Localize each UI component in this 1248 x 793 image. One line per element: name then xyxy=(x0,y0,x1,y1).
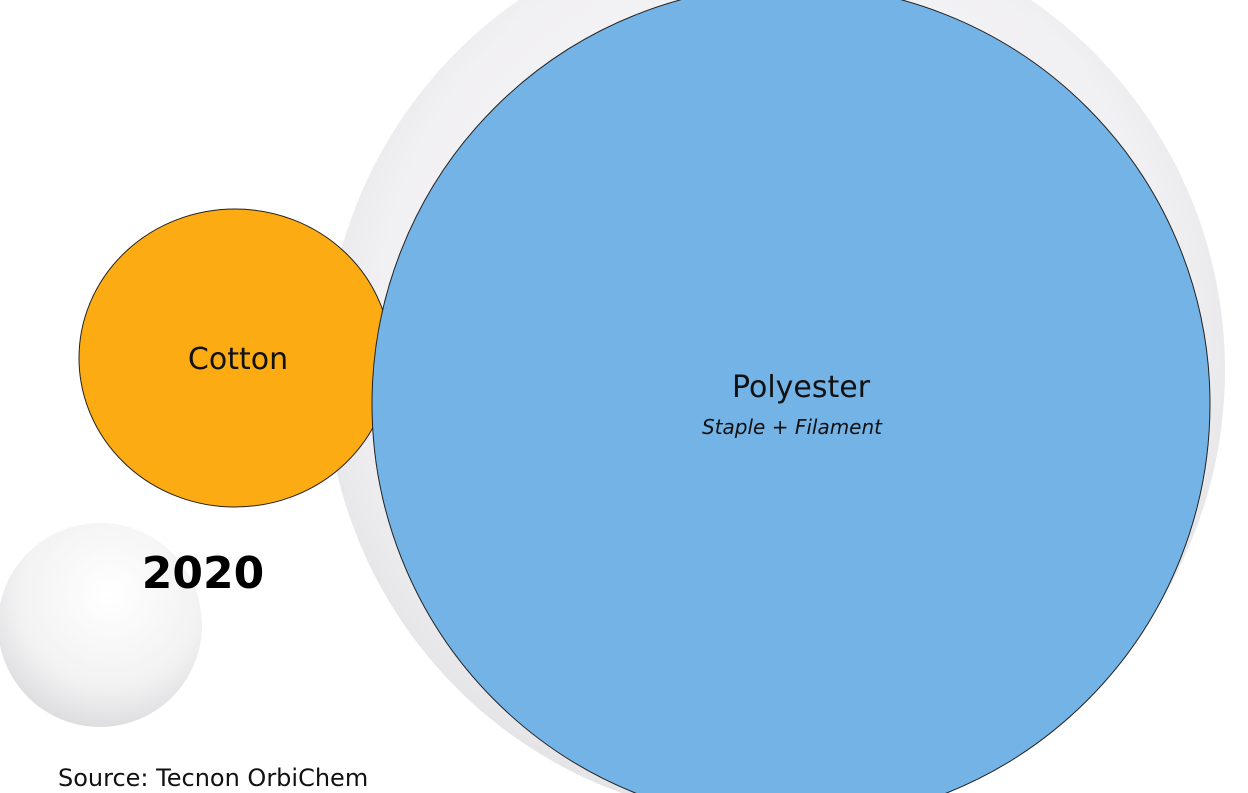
source-note: Source: Tecnon OrbiChem xyxy=(58,764,368,792)
node-label: Cotton xyxy=(188,342,288,377)
year-label: 2020 xyxy=(142,548,264,599)
node-label: Polyester xyxy=(732,370,871,405)
background-sphere xyxy=(0,523,202,727)
node-sublabel: Staple + Filament xyxy=(702,415,883,439)
polyester-bubble xyxy=(371,0,1211,793)
